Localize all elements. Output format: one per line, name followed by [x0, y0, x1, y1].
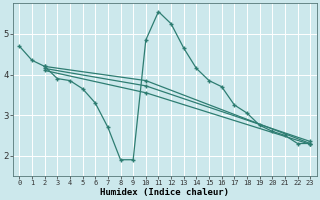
X-axis label: Humidex (Indice chaleur): Humidex (Indice chaleur) — [100, 188, 229, 197]
